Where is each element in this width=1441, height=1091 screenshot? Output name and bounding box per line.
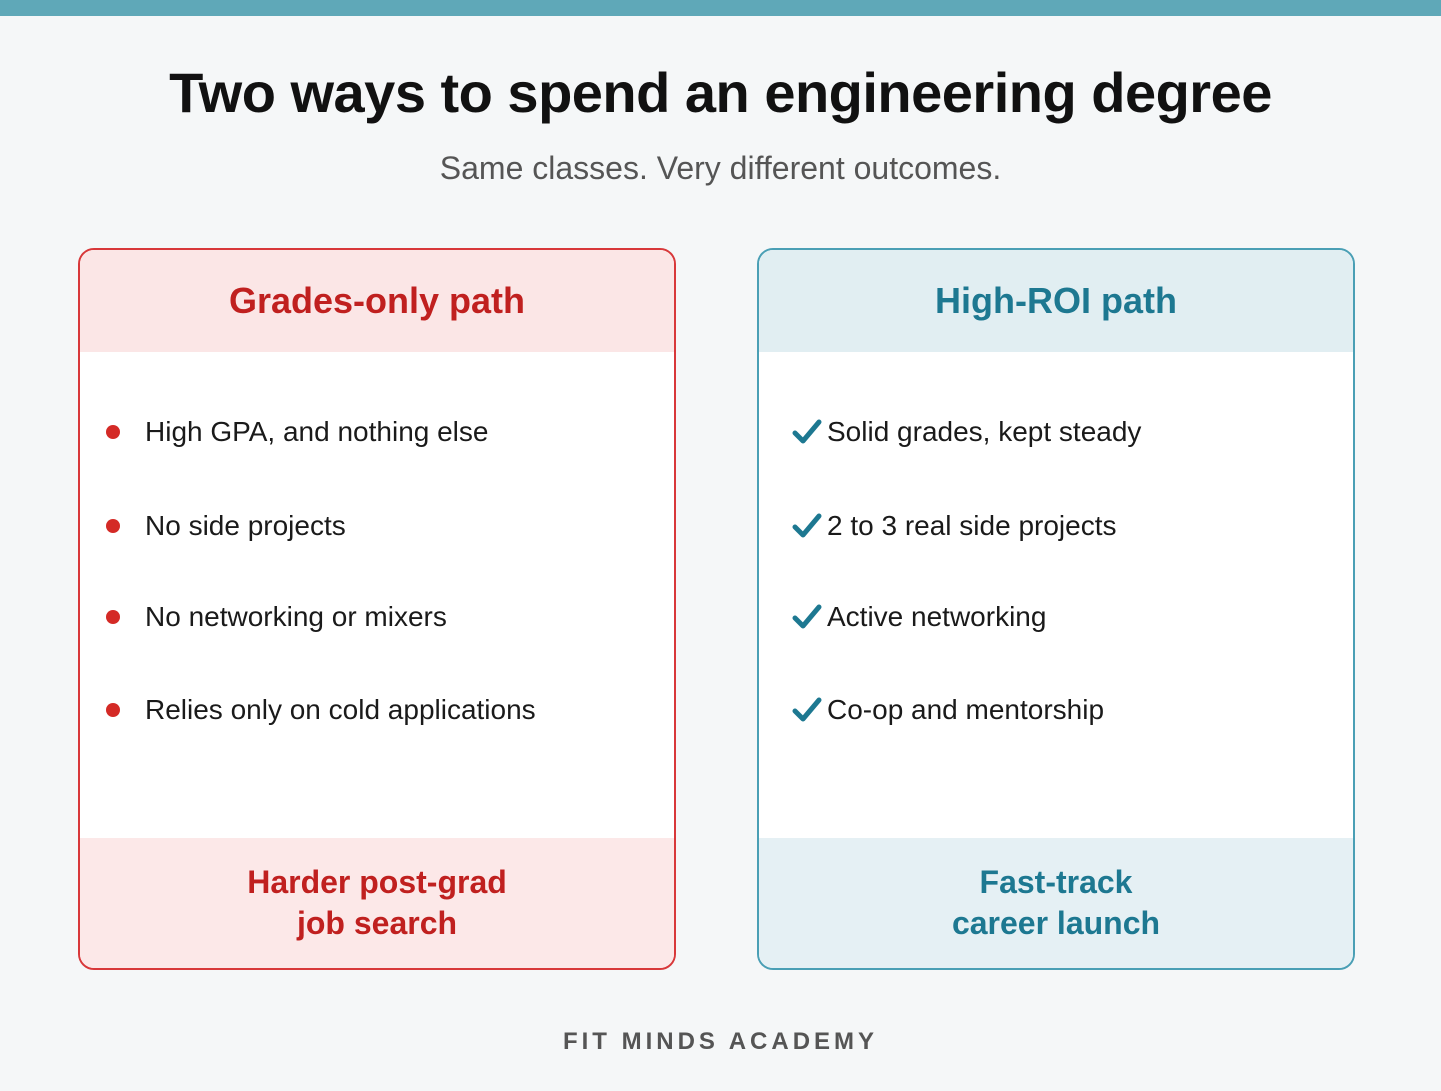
grades-only-card-header: Grades-only path (80, 250, 674, 352)
grades-only-outcome-line2: job search (296, 905, 458, 941)
grades-only-outcome-line1: Harder post-grad (247, 864, 507, 900)
high-roi-card-header: High-ROI path (759, 250, 1353, 352)
grades-only-card-footer: Harder post-grad job search (80, 838, 674, 968)
brand-footer: FIT MINDS ACADEMY (562, 1028, 879, 1055)
high-roi-outcome-line1: Fast-track (979, 864, 1133, 900)
page-title: Two ways to spend an engineering degree (169, 61, 1272, 124)
page-subtitle: Same classes. Very different outcomes. (439, 150, 1002, 186)
high-roi-card-footer: Fast-track career launch (759, 838, 1353, 968)
high-roi-card: High-ROI path Fast-track career launch (757, 248, 1355, 970)
top-accent-bar (0, 0, 1441, 16)
high-roi-outcome-line2: career launch (951, 905, 1161, 941)
grades-only-card: Grades-only path Harder post-grad job se… (78, 248, 676, 970)
